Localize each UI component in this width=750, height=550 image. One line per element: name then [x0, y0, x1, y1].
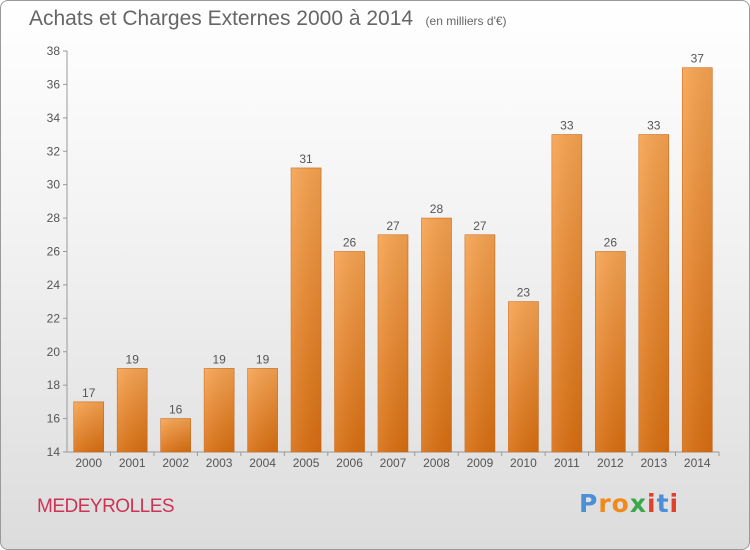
y-tick-label: 34 — [47, 111, 61, 125]
x-tick-label: 2004 — [249, 456, 276, 470]
bar-shade — [682, 67, 713, 452]
x-tick-label: 2009 — [467, 456, 494, 470]
y-tick-label: 28 — [47, 211, 61, 225]
bar-value-label: 19 — [212, 352, 226, 366]
x-tick-label: 2011 — [554, 456, 580, 470]
chart-title: Achats et Charges Externes 2000 à 2014 — [29, 7, 414, 30]
bar-shade — [595, 251, 626, 452]
x-tick-label: 2010 — [510, 456, 537, 470]
bar-value-label: 26 — [343, 236, 357, 250]
bar-value-label: 16 — [169, 403, 183, 417]
y-tick-label: 24 — [47, 278, 61, 292]
bar-shade — [160, 418, 191, 452]
y-tick-label: 14 — [47, 445, 61, 459]
bar-value-label: 26 — [604, 236, 618, 250]
y-tick-label: 16 — [47, 412, 61, 426]
x-tick-label: 2002 — [162, 456, 189, 470]
y-tick-label: 38 — [47, 44, 61, 58]
x-tick-label: 2012 — [597, 456, 624, 470]
bar-shade — [73, 401, 104, 452]
x-tick-label: 2000 — [75, 456, 102, 470]
logo-letter: P — [579, 489, 599, 518]
bar-shade — [291, 167, 322, 453]
y-tick-label: 30 — [47, 178, 61, 192]
bar-shade — [247, 368, 278, 452]
bar-shade — [421, 218, 452, 452]
bar-value-label: 28 — [430, 202, 444, 216]
bar-value-label: 17 — [82, 386, 96, 400]
bar-value-label: 27 — [473, 219, 487, 233]
x-tick-label: 2005 — [293, 456, 320, 470]
logo-letter: r — [598, 489, 612, 518]
bar-shade — [638, 134, 669, 452]
bar-shade — [204, 368, 235, 452]
y-tick-label: 36 — [47, 77, 61, 91]
bar-value-label: 19 — [256, 352, 270, 366]
bar-value-label: 37 — [691, 52, 705, 66]
bar-value-label: 27 — [386, 219, 400, 233]
bar-shade — [117, 368, 148, 452]
logo-letter: x — [629, 489, 647, 518]
bar-value-label: 23 — [517, 286, 531, 300]
bar-value-label: 31 — [299, 152, 313, 166]
bar-shade — [508, 301, 539, 452]
logo-letter: o — [611, 489, 630, 518]
bar-value-label: 33 — [647, 119, 661, 133]
y-tick-label: 20 — [47, 345, 61, 359]
bar-shade — [551, 134, 582, 452]
y-tick-label: 26 — [47, 245, 61, 259]
x-tick-label: 2013 — [640, 456, 667, 470]
location-name: MEDEYROLLES — [37, 496, 175, 517]
bar-shade — [334, 251, 365, 452]
y-tick-label: 32 — [47, 144, 61, 158]
bars — [73, 67, 713, 453]
bar-shade — [378, 234, 408, 452]
value-labels: 17 19 16 19 19 31 26 27 28 27 23 33 26 33 37 — [82, 52, 704, 417]
x-tick-label: 2008 — [423, 456, 450, 470]
unit-label: (en milliers d'€) — [425, 14, 507, 28]
bar-shade — [464, 234, 495, 452]
x-tick-label: 2001 — [119, 456, 146, 470]
y-tick-label: 22 — [47, 311, 61, 325]
x-tick-label: 2007 — [380, 456, 407, 470]
logo-letter: t — [656, 489, 670, 518]
logo-letter: i — [669, 489, 680, 518]
title-row: Achats et Charges Externes 2000 à 2014 (… — [29, 7, 507, 31]
x-tick-label: 2014 — [684, 456, 711, 470]
x-tick-label: 2006 — [336, 456, 363, 470]
x-tick-label: 2003 — [206, 456, 233, 470]
logo-letter: i — [647, 489, 657, 518]
proxiti-logo: Proxiti — [579, 489, 679, 518]
bar-value-label: 33 — [560, 119, 574, 133]
y-tick-label: 18 — [47, 378, 61, 392]
bar-value-label: 19 — [126, 352, 140, 366]
